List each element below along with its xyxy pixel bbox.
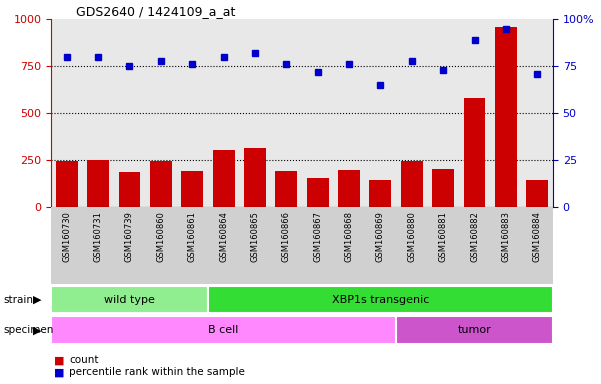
- Text: XBP1s transgenic: XBP1s transgenic: [332, 295, 429, 305]
- Text: GSM160865: GSM160865: [251, 211, 260, 262]
- Text: percentile rank within the sample: percentile rank within the sample: [69, 367, 245, 377]
- Bar: [495, 27, 517, 207]
- Bar: [208, 286, 553, 313]
- Text: ■: ■: [54, 367, 64, 377]
- Text: wild type: wild type: [104, 295, 155, 305]
- Text: tumor: tumor: [457, 325, 492, 335]
- Bar: [51, 316, 396, 344]
- Text: GSM160884: GSM160884: [532, 211, 542, 262]
- Text: GSM160883: GSM160883: [501, 211, 510, 262]
- Text: ▶: ▶: [33, 295, 41, 305]
- Text: B cell: B cell: [209, 325, 239, 335]
- Text: GSM160864: GSM160864: [219, 211, 228, 262]
- Bar: [307, 178, 329, 207]
- Bar: [396, 316, 553, 344]
- Text: GSM160881: GSM160881: [439, 211, 448, 262]
- Text: count: count: [69, 355, 99, 365]
- Bar: [182, 170, 203, 207]
- Bar: [213, 150, 234, 207]
- Text: GSM160867: GSM160867: [313, 211, 322, 262]
- Bar: [56, 161, 78, 207]
- Bar: [275, 170, 297, 207]
- Text: ▶: ▶: [33, 325, 41, 335]
- Text: GSM160882: GSM160882: [470, 211, 479, 262]
- Text: GSM160731: GSM160731: [94, 211, 103, 262]
- Text: GSM160868: GSM160868: [344, 211, 353, 262]
- Text: GSM160739: GSM160739: [125, 211, 134, 262]
- Bar: [244, 148, 266, 207]
- Bar: [51, 286, 208, 313]
- Bar: [526, 179, 548, 207]
- Bar: [87, 160, 109, 207]
- Text: GSM160861: GSM160861: [188, 211, 197, 262]
- Text: GDS2640 / 1424109_a_at: GDS2640 / 1424109_a_at: [76, 5, 236, 18]
- Bar: [370, 179, 391, 207]
- Text: strain: strain: [3, 295, 33, 305]
- Text: ■: ■: [54, 355, 64, 365]
- Text: GSM160730: GSM160730: [63, 211, 72, 262]
- Bar: [118, 172, 141, 207]
- Bar: [432, 169, 454, 207]
- Bar: [401, 161, 423, 207]
- Text: GSM160860: GSM160860: [156, 211, 165, 262]
- Text: specimen: specimen: [3, 325, 53, 335]
- Bar: [338, 170, 360, 207]
- Bar: [463, 98, 486, 207]
- Text: GSM160880: GSM160880: [407, 211, 416, 262]
- Bar: [150, 161, 172, 207]
- Text: GSM160869: GSM160869: [376, 211, 385, 262]
- Text: GSM160866: GSM160866: [282, 211, 291, 262]
